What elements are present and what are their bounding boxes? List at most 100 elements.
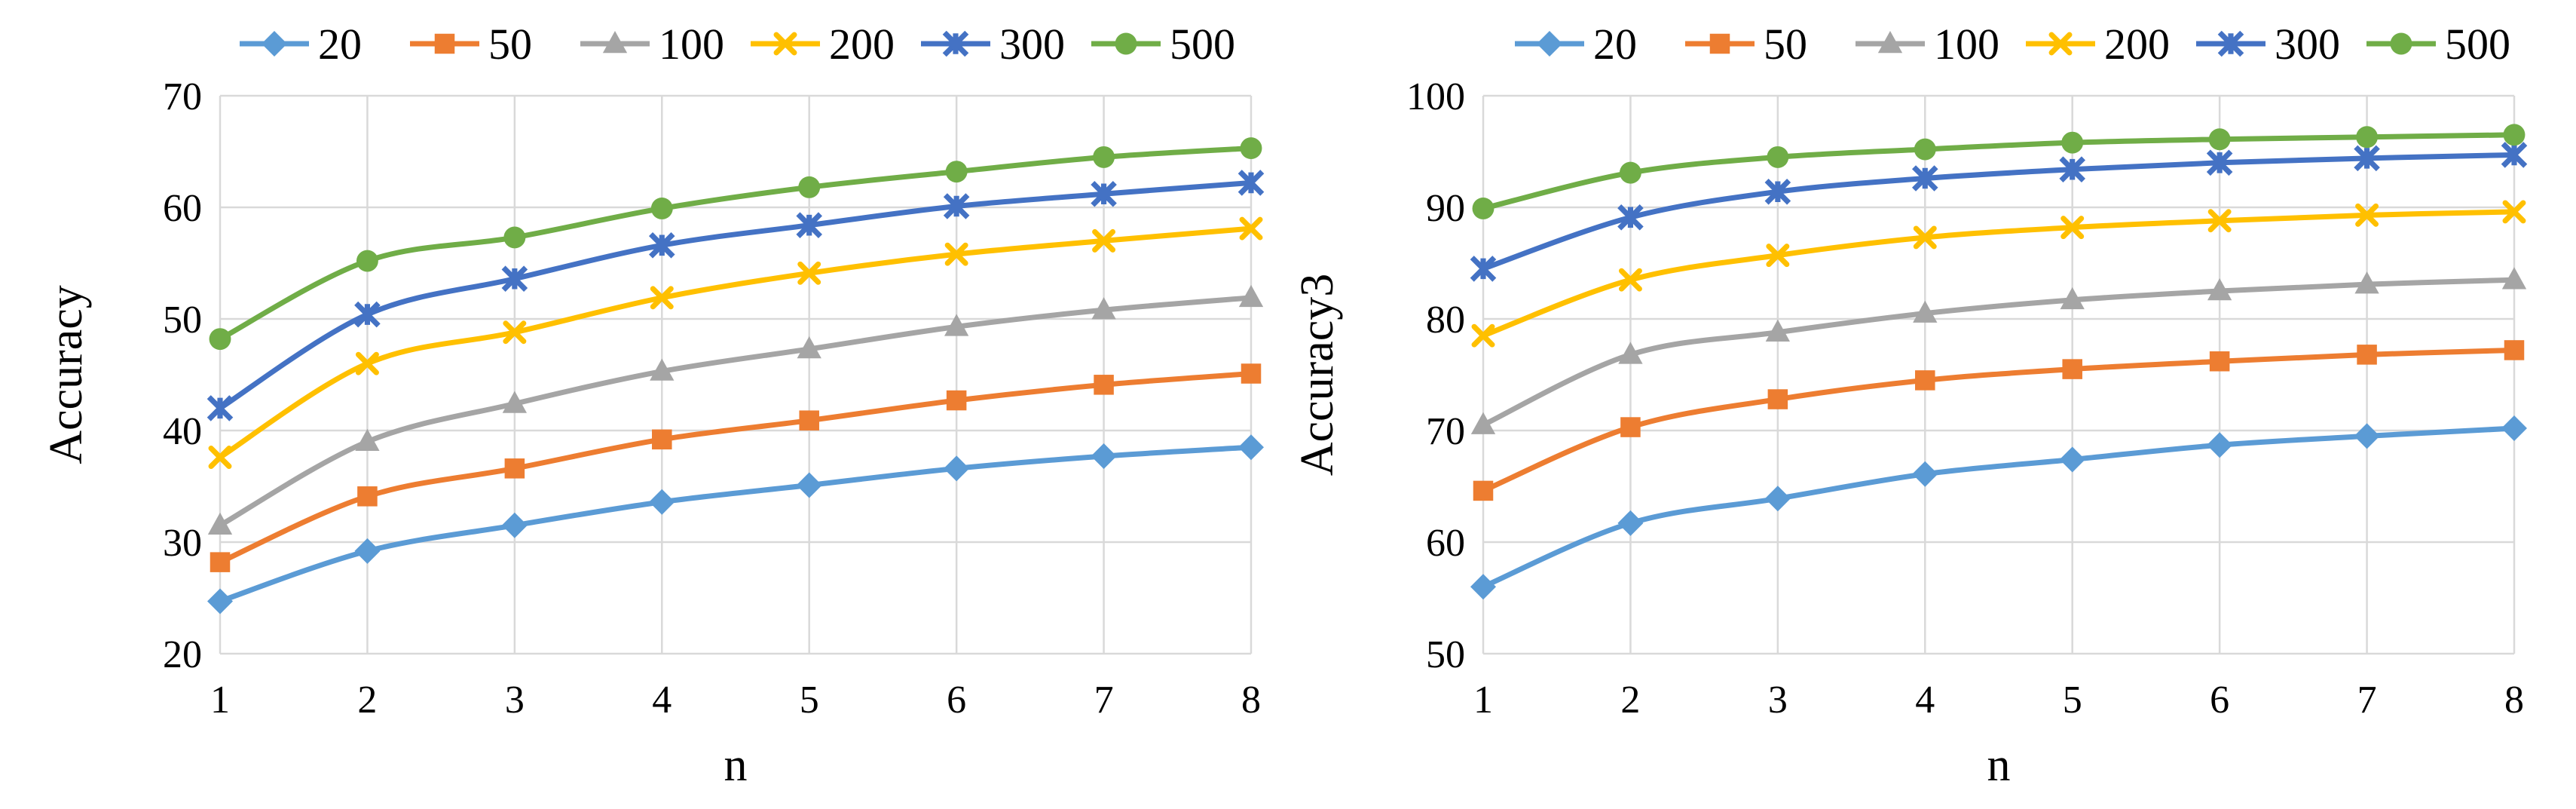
x-tick-label: 6 bbox=[2210, 679, 2229, 722]
data-point-200 bbox=[1471, 323, 1495, 348]
legend-label: 20 bbox=[1593, 20, 1637, 69]
data-point-50 bbox=[2504, 340, 2525, 360]
legend-marker-500 bbox=[1115, 32, 1137, 55]
series-line-300 bbox=[217, 179, 1254, 411]
series-300 bbox=[1470, 142, 2528, 282]
series-line-100 bbox=[1480, 277, 2517, 428]
legend-label: 200 bbox=[829, 20, 895, 69]
legend-marker-200 bbox=[2048, 32, 2073, 56]
legend-marker-500 bbox=[2390, 32, 2412, 55]
legend-item-100: 100 bbox=[1856, 20, 1999, 69]
data-point-50 bbox=[2062, 359, 2082, 379]
data-point-300 bbox=[1617, 204, 1644, 231]
gridlines bbox=[219, 94, 1253, 655]
x-tick-label: 3 bbox=[505, 679, 525, 722]
series-line-500 bbox=[217, 146, 1254, 342]
data-point-500 bbox=[1619, 161, 1641, 184]
series-line-50 bbox=[217, 371, 1254, 565]
data-point-50 bbox=[357, 486, 378, 507]
series-500 bbox=[1472, 124, 2526, 219]
data-point-300 bbox=[1238, 170, 1265, 196]
data-point-200 bbox=[503, 320, 527, 345]
data-point-300 bbox=[2354, 145, 2380, 172]
legend-label: 50 bbox=[1764, 20, 1807, 69]
data-point-100 bbox=[207, 512, 233, 535]
data-point-200 bbox=[944, 242, 968, 266]
x-tick-label: 6 bbox=[947, 679, 966, 722]
legend-marker-100 bbox=[602, 31, 628, 54]
legend-label: 300 bbox=[2275, 20, 2340, 69]
data-point-100 bbox=[2060, 287, 2085, 310]
y-axis-title: Accuracy3 bbox=[1292, 274, 1343, 477]
legend-item-300: 300 bbox=[921, 20, 1065, 69]
data-point-500 bbox=[1240, 137, 1262, 160]
x-tick-label: 1 bbox=[210, 679, 230, 722]
data-point-20 bbox=[796, 472, 822, 498]
data-point-20 bbox=[354, 538, 381, 564]
data-point-50 bbox=[1767, 389, 1788, 409]
data-point-50 bbox=[1094, 375, 1114, 395]
data-point-300 bbox=[1764, 178, 1791, 205]
legend-item-20: 20 bbox=[1515, 20, 1637, 69]
y-tick-label: 90 bbox=[1426, 187, 1465, 230]
data-point-100 bbox=[1618, 342, 1643, 364]
legend-marker-20 bbox=[262, 31, 287, 57]
y-axis-title: Accuracy bbox=[41, 285, 92, 464]
data-point-100 bbox=[2501, 267, 2527, 290]
data-point-20 bbox=[207, 588, 233, 614]
data-point-500 bbox=[1472, 198, 1495, 219]
series-line-300 bbox=[1480, 152, 2517, 271]
y-tick-label: 60 bbox=[163, 187, 202, 230]
data-point-300 bbox=[796, 212, 822, 238]
data-point-200 bbox=[650, 286, 674, 310]
data-point-100 bbox=[1765, 319, 1791, 342]
data-point-300 bbox=[1470, 256, 1497, 282]
data-point-500 bbox=[1767, 146, 1789, 168]
x-axis-title: n bbox=[1987, 740, 2011, 791]
data-point-200 bbox=[797, 261, 821, 285]
data-point-300 bbox=[1912, 165, 1938, 192]
legend-marker-20 bbox=[1537, 31, 1562, 57]
legend-label: 100 bbox=[659, 20, 724, 69]
y-tick-label: 50 bbox=[163, 299, 202, 342]
x-tick-label: 1 bbox=[1473, 679, 1493, 722]
data-point-200 bbox=[1618, 268, 1642, 292]
data-point-50 bbox=[799, 410, 819, 431]
data-point-20 bbox=[2059, 446, 2085, 473]
data-point-50 bbox=[1473, 480, 1494, 501]
data-point-50 bbox=[210, 552, 231, 572]
series-line-200 bbox=[1480, 209, 2517, 339]
series-50 bbox=[1473, 340, 2525, 501]
data-point-50 bbox=[2209, 351, 2230, 372]
legend-marker-300 bbox=[2217, 30, 2244, 57]
x-tick-label: 2 bbox=[357, 679, 377, 722]
data-point-20 bbox=[649, 489, 675, 515]
y-tick-label: 20 bbox=[163, 633, 202, 676]
data-point-20 bbox=[1470, 574, 1496, 600]
data-point-200 bbox=[1092, 228, 1116, 253]
data-point-500 bbox=[945, 161, 968, 183]
legend-label: 50 bbox=[488, 20, 532, 69]
series-300 bbox=[207, 170, 1265, 421]
data-point-200 bbox=[2502, 200, 2526, 224]
data-point-500 bbox=[356, 250, 378, 272]
legend-label: 100 bbox=[1934, 20, 1999, 69]
data-point-20 bbox=[944, 455, 970, 482]
series-line-200 bbox=[217, 225, 1254, 461]
data-point-100 bbox=[2207, 278, 2232, 301]
series-200 bbox=[208, 216, 1263, 469]
legend-label: 200 bbox=[2104, 20, 2170, 69]
data-point-20 bbox=[2501, 415, 2527, 442]
data-point-300 bbox=[2501, 142, 2528, 168]
data-point-300 bbox=[2059, 156, 2085, 182]
legend-item-200: 200 bbox=[751, 20, 895, 69]
data-point-500 bbox=[1093, 146, 1115, 168]
data-point-500 bbox=[650, 198, 673, 219]
x-tick-label: 7 bbox=[2357, 679, 2377, 722]
data-point-20 bbox=[1764, 486, 1791, 512]
data-point-200 bbox=[1239, 216, 1263, 241]
x-tick-label: 7 bbox=[1094, 679, 1114, 722]
data-point-100 bbox=[797, 336, 821, 359]
